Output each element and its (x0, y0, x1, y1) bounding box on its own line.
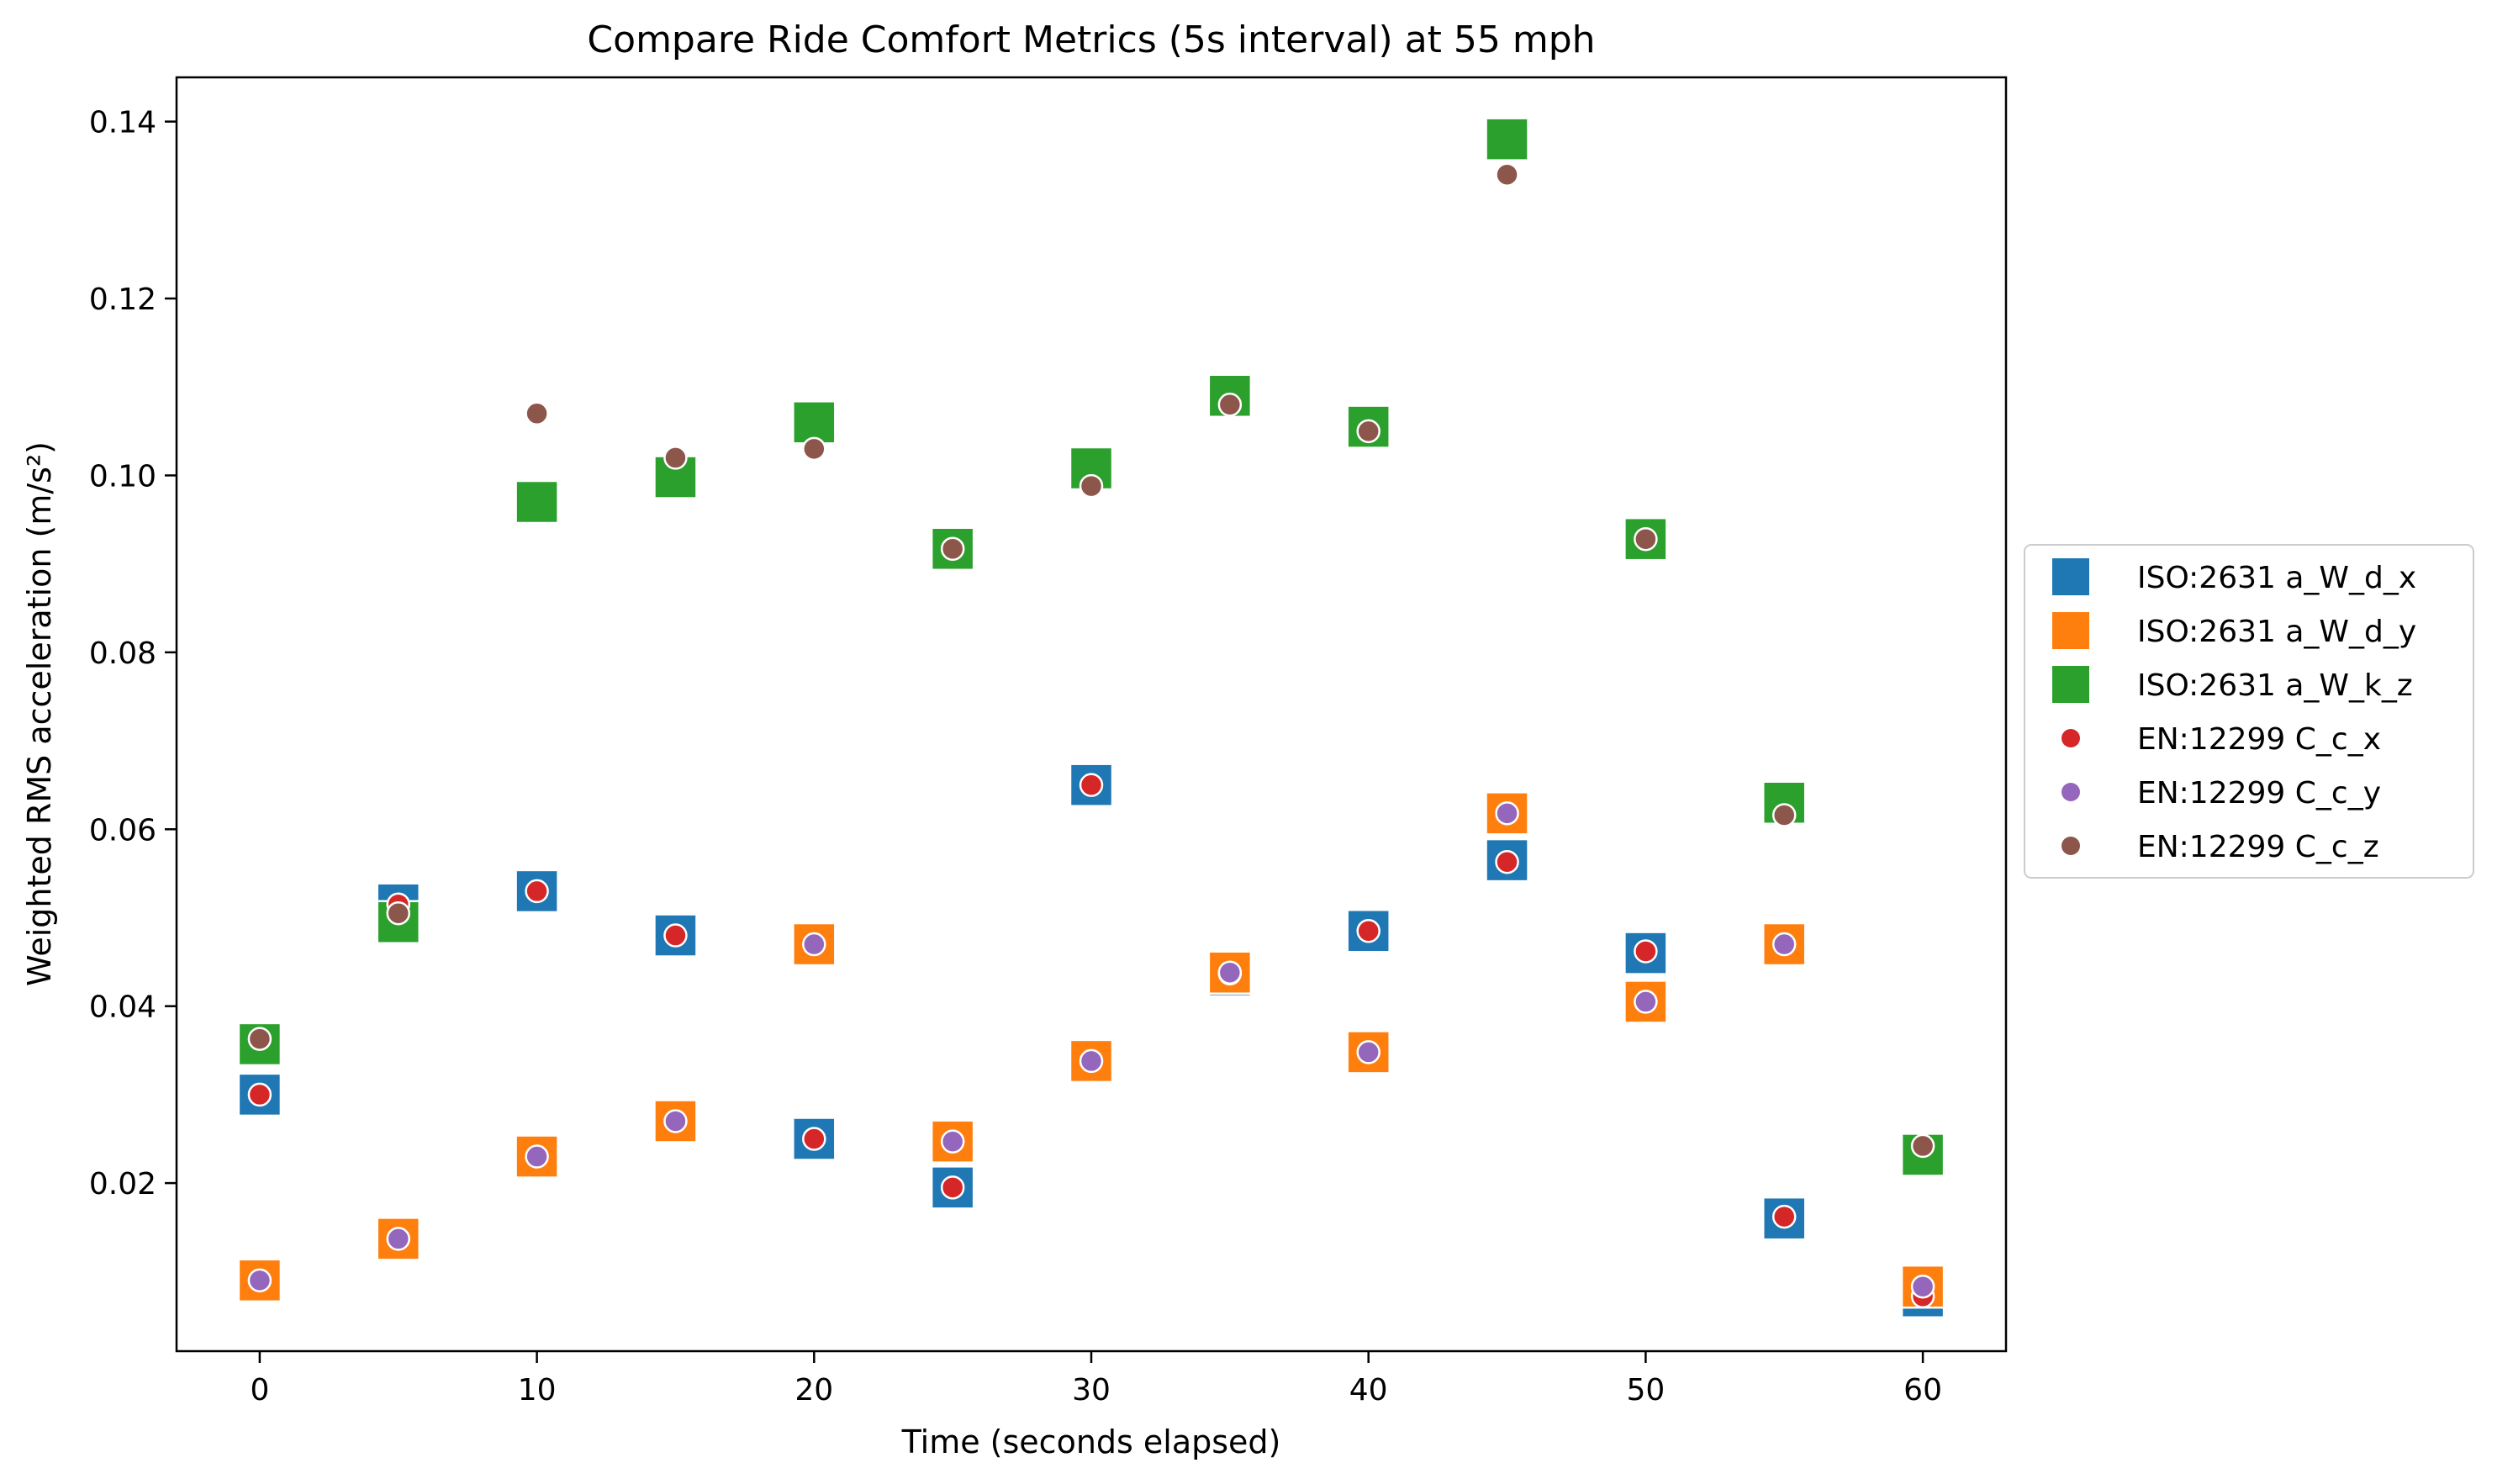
y-tick-label: 0.08 (89, 636, 156, 671)
legend-circle-marker (2061, 783, 2080, 801)
legend-label: ISO:2631 a_W_d_x (2137, 561, 2416, 595)
series-5 (247, 801, 1935, 1299)
legend-frame (2024, 544, 2474, 879)
circle-point (247, 1027, 272, 1051)
circle-point (247, 1082, 272, 1107)
y-tick-label: 0.04 (89, 990, 156, 1025)
circle-point (802, 436, 826, 462)
circle-point (1634, 939, 1658, 964)
plot-frame (175, 76, 2008, 1353)
circle-point (1634, 990, 1658, 1014)
legend-label: EN:12299 C_c_y (2137, 776, 2381, 811)
circle-point (525, 401, 549, 426)
y-tick-label: 0.10 (89, 459, 156, 494)
circle-point (386, 900, 411, 926)
circle-point (940, 1175, 965, 1200)
circle-point (1079, 473, 1104, 499)
circle-point (663, 446, 688, 470)
square-point (1761, 780, 1807, 825)
x-tick-label: 60 (1903, 1373, 1942, 1407)
circle-point (1217, 393, 1243, 417)
square-point (515, 479, 559, 525)
legend: ISO:2631 a_W_d_x ISO:2631 a_W_d_y ISO:2631… (2024, 544, 2474, 879)
series-3 (237, 117, 1945, 1177)
circle-point (525, 1144, 549, 1169)
circle-point (1356, 919, 1380, 943)
circle-point (1079, 773, 1104, 797)
series-6 (247, 162, 1935, 1159)
circle-point (663, 1109, 688, 1133)
legend-square-marker (2052, 612, 2089, 649)
circle-point (663, 923, 688, 948)
circle-point (525, 879, 549, 904)
legend-circle-marker (2061, 729, 2080, 747)
circle-point (1910, 1133, 1935, 1159)
y-tick-label: 0.02 (89, 1167, 156, 1201)
square-point (930, 526, 975, 572)
circle-point (386, 1227, 411, 1251)
circle-point (940, 1129, 965, 1154)
circle-point (1356, 1040, 1380, 1064)
plot-area (175, 76, 2008, 1353)
circle-point (247, 1268, 272, 1293)
series-layer (237, 117, 1945, 1319)
circle-point (1771, 932, 1797, 957)
y-tick-label: 0.12 (89, 283, 156, 317)
legend-square-marker (2052, 558, 2089, 595)
y-tick-label: 0.14 (89, 106, 156, 140)
x-tick-label: 40 (1349, 1373, 1388, 1407)
circle-point (1910, 1274, 1935, 1299)
circle-point (1495, 849, 1519, 874)
x-tick-label: 0 (250, 1373, 269, 1407)
circle-point (1771, 803, 1797, 827)
circle-point (1495, 801, 1519, 826)
x-tick-label: 10 (518, 1373, 557, 1407)
circle-point (1634, 526, 1658, 552)
y-axis-label: Weighted RMS acceleration (m/s²) (21, 441, 58, 986)
x-tick-label: 50 (1626, 1373, 1665, 1407)
x-axis: 0 10 20 30 40 50 60 (250, 1351, 1942, 1407)
circle-point (940, 536, 965, 562)
circle-point (802, 932, 826, 957)
legend-label: ISO:2631 a_W_k_z (2137, 668, 2413, 703)
y-axis: 0.02 0.04 0.06 0.08 0.10 0.12 0.14 (89, 106, 177, 1201)
circle-point (1495, 162, 1519, 187)
legend-circle-marker (2061, 837, 2080, 855)
square-point (792, 400, 837, 445)
legend-label: EN:12299 C_c_x (2137, 722, 2381, 757)
chart-title: Compare Ride Comfort Metrics (5s interva… (587, 18, 1595, 61)
x-tick-label: 30 (1072, 1373, 1111, 1407)
legend-label: ISO:2631 a_W_d_y (2137, 615, 2416, 649)
x-axis-label: Time (seconds elapsed) (901, 1423, 1281, 1460)
circle-point (802, 1127, 826, 1151)
circle-point (1217, 960, 1243, 985)
circle-point (1356, 419, 1380, 444)
legend-square-marker (2052, 666, 2089, 703)
y-tick-label: 0.06 (89, 813, 156, 848)
square-point (1485, 117, 1529, 161)
x-tick-label: 20 (794, 1373, 833, 1407)
legend-label: EN:12299 C_c_z (2137, 830, 2379, 864)
circle-point (1079, 1048, 1104, 1074)
circle-point (1771, 1204, 1797, 1229)
square-point (1069, 763, 1114, 807)
